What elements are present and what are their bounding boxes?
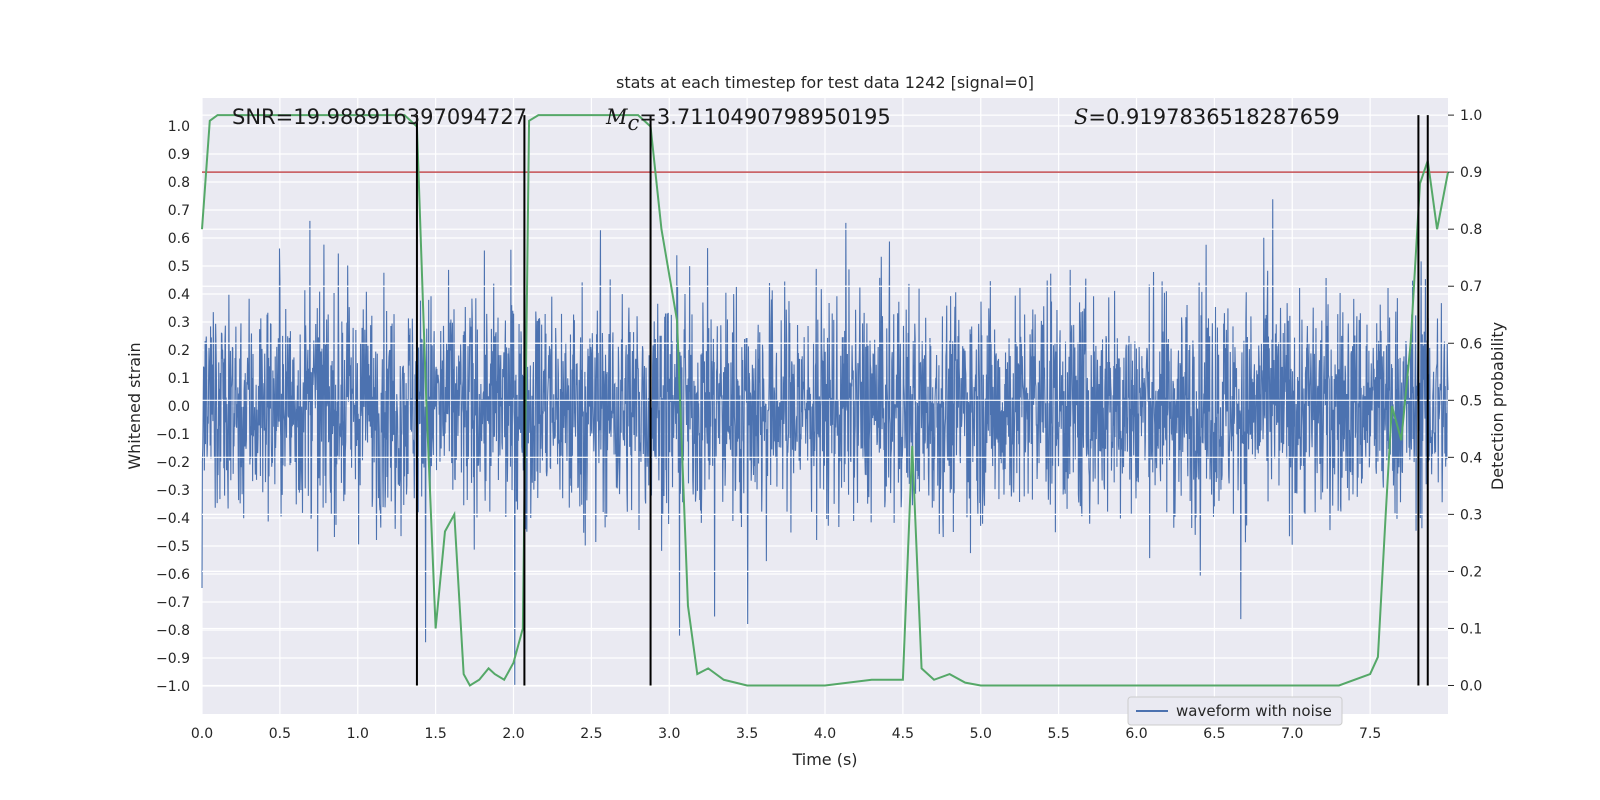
x-axis-label: Time (s) <box>791 750 857 769</box>
y-tick-label: 0.4 <box>168 287 190 303</box>
x-tick-label: 4.0 <box>814 726 836 742</box>
overlay-layer <box>201 114 1449 687</box>
strain-layer <box>201 199 1449 687</box>
x-tick-label: 5.5 <box>1047 726 1069 742</box>
y-tick-label: −0.5 <box>156 539 190 555</box>
y-tick-label: −0.6 <box>156 567 190 583</box>
chirp-mass-subscript: c <box>628 111 640 135</box>
y2-tick-label: 0.1 <box>1460 621 1482 637</box>
y-tick-label: 0.6 <box>168 231 190 247</box>
chirp-mass-value: =3.7110490798950195 <box>639 105 890 129</box>
x-tick-label: 1.5 <box>424 726 446 742</box>
y2-tick-label: 0.5 <box>1460 393 1482 409</box>
s-value: =0.9197836518287659 <box>1088 105 1339 129</box>
legend-box <box>1127 696 1343 726</box>
y-tick-label: 1.0 <box>168 119 190 135</box>
y2-axis-label: Detection probability <box>1488 322 1507 490</box>
y2-tick-label: 0.3 <box>1460 507 1482 523</box>
y-tick-label: 0.8 <box>168 175 190 191</box>
x-tick-label: 0.5 <box>269 726 291 742</box>
x-tick-label: 3.0 <box>658 726 680 742</box>
y-axis-label: Whitened strain <box>125 342 144 469</box>
y-tick-label: 0.2 <box>168 343 190 359</box>
x-tick-label: 1.0 <box>347 726 369 742</box>
y2-tick-label: 0.8 <box>1460 222 1482 238</box>
y-tick-label: 0.9 <box>168 147 190 163</box>
x-tick-label: 5.0 <box>970 726 992 742</box>
s-symbol: S <box>1074 105 1088 129</box>
waveform-with-noise-line <box>201 199 1449 687</box>
y2-tick-label: 1.0 <box>1460 108 1482 124</box>
y-tick-label: −0.7 <box>156 595 190 611</box>
x-tick-label: 7.5 <box>1359 726 1381 742</box>
y2-tick-label: 0.4 <box>1460 450 1482 466</box>
y-tick-label: −0.4 <box>156 511 190 527</box>
y2-tick-label: 0.2 <box>1460 564 1482 580</box>
y-tick-label: −1.0 <box>156 679 190 695</box>
chirp-mass-symbol: M <box>605 105 628 129</box>
y-tick-label: 0.5 <box>168 259 190 275</box>
snr-annotation: SNR=19.988916397094727 <box>232 105 527 129</box>
y-tick-label: 0.3 <box>168 315 190 331</box>
s-annotation: S=0.9197836518287659 <box>1074 105 1340 129</box>
axes-layer: 0.0 0.5 1.0 1.5 2.0 2.5 3.0 3.5 4.0 4.5 5.0 5.5 6.0 6… <box>156 108 1482 742</box>
x-tick-label: 2.5 <box>580 726 602 742</box>
x-tick-label: 0.0 <box>191 726 213 742</box>
y-tick-label: −0.1 <box>156 427 190 443</box>
y-tick-label: 0.1 <box>168 371 190 387</box>
y-tick-label: −0.9 <box>156 651 190 667</box>
y-tick-label: 0.7 <box>168 203 190 219</box>
y-tick-label: −0.8 <box>156 623 190 639</box>
y-tick-label: 0.0 <box>168 399 190 415</box>
legend-entry: waveform with noise <box>1176 702 1332 720</box>
x-tick-label: 7.0 <box>1281 726 1303 742</box>
legend: waveform with noise <box>1127 696 1343 726</box>
y-tick-label: −0.3 <box>156 483 190 499</box>
y2-tick-label: 0.6 <box>1460 336 1482 352</box>
x-tick-label: 6.5 <box>1203 726 1225 742</box>
x-tick-label: 3.5 <box>736 726 758 742</box>
y2-tick-label: 0.0 <box>1460 678 1482 694</box>
x-tick-label: 2.0 <box>502 726 524 742</box>
y-tick-label: −0.2 <box>156 455 190 471</box>
x-tick-label: 4.5 <box>892 726 914 742</box>
x-tick-label: 6.0 <box>1125 726 1147 742</box>
chirp-mass-annotation: Mc=3.7110490798950195 <box>605 105 891 135</box>
y2-tick-label: 0.7 <box>1460 279 1482 295</box>
chart-title: stats at each timestep for test data 124… <box>616 73 1034 92</box>
y2-tick-label: 0.9 <box>1460 165 1482 181</box>
